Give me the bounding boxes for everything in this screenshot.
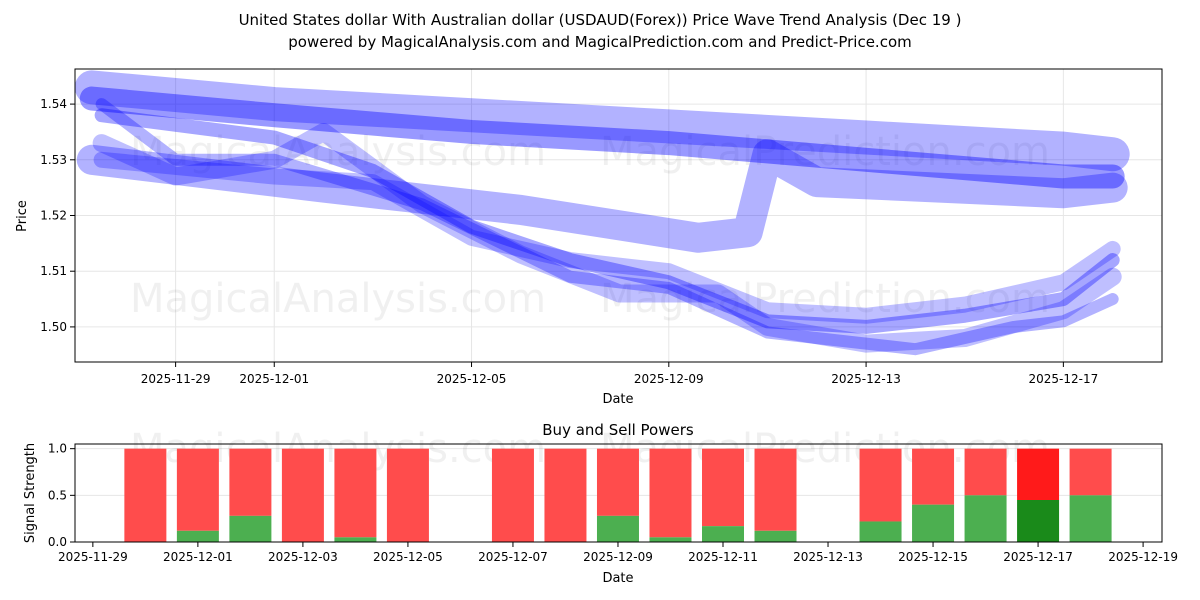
x-tick-label: 2025-12-05 — [373, 550, 443, 564]
buy-bar — [1017, 500, 1060, 542]
plot-frame — [74, 443, 1163, 543]
watermark: MagicalAnalysis.com — [130, 276, 546, 322]
sell-bar — [491, 448, 534, 542]
sell-bar — [176, 448, 219, 531]
chart-subtitle: powered by MagicalAnalysis.com and Magic… — [288, 33, 912, 51]
sell-bar — [859, 448, 902, 522]
watermark: MagicalPrediction.com — [600, 276, 1050, 322]
y-tick-label: 1.54 — [40, 97, 67, 111]
x-tick-label: 2025-12-11 — [688, 550, 758, 564]
series-line-wave-2 — [79, 86, 1125, 189]
x-tick-label: 2025-11-29 — [58, 550, 128, 564]
sell-bar — [229, 448, 272, 516]
x-tick-label: 2025-12-07 — [478, 550, 548, 564]
buy-bar — [596, 515, 639, 542]
x-tick-label: 2025-12-15 — [898, 550, 968, 564]
y-tick-label: 1.50 — [40, 320, 67, 334]
watermark: MagicalAnalysis.com — [130, 129, 546, 175]
series-group — [75, 70, 1130, 356]
x-tick-label: 2025-12-01 — [239, 372, 309, 386]
buy-bar — [1069, 495, 1112, 542]
sell-bar — [649, 448, 692, 538]
sell-bar — [1017, 448, 1060, 500]
x-tick-label: 2025-12-19 — [1108, 550, 1178, 564]
sell-bar — [124, 448, 167, 542]
x-tick-label: 2025-12-13 — [831, 372, 901, 386]
sell-bar — [701, 448, 744, 527]
series-line-wave-5 — [92, 122, 1122, 353]
y-tick-label: 0.5 — [48, 488, 67, 502]
y-tick-label: 1.52 — [40, 209, 67, 223]
signal-x-label: Date — [602, 571, 633, 586]
sell-bar — [281, 448, 324, 542]
x-tick-label: 2025-12-09 — [634, 372, 704, 386]
buy-bar — [859, 521, 902, 542]
buy-bar — [334, 537, 377, 542]
series-line-wave-7 — [95, 98, 1119, 356]
x-tick-label: 2025-11-29 — [141, 372, 211, 386]
x-tick-label: 2025-12-17 — [1028, 372, 1098, 386]
sell-bar — [334, 448, 377, 538]
sell-bar — [544, 448, 587, 542]
buy-bar — [176, 530, 219, 542]
buy-bar — [229, 515, 272, 542]
sell-bar — [912, 448, 955, 505]
series-line-wave-1 — [75, 70, 1130, 172]
price-x-label: Date — [602, 392, 633, 407]
signal-plot: 0.0 0.5 1.0 2025-11-29 2025-12-01 2025-12-03 2… — [48, 426, 1178, 564]
x-tick-label: 2025-12-13 — [793, 550, 863, 564]
series-line-wave-4 — [94, 108, 1120, 334]
sell-bar — [386, 448, 429, 542]
signal-title: Buy and Sell Powers — [542, 421, 694, 439]
plot-frame — [74, 68, 1163, 363]
chart-title: United States dollar With Australian dol… — [239, 11, 962, 29]
y-tick-label: 1.53 — [40, 153, 67, 167]
x-tick-label: 2025-12-01 — [163, 550, 233, 564]
sell-bar — [596, 448, 639, 516]
series-line-wave-3 — [76, 139, 1128, 253]
sell-bar — [964, 448, 1007, 496]
buy-bar — [912, 504, 955, 542]
x-tick-label: 2025-12-17 — [1003, 550, 1073, 564]
price-y-label: Price — [15, 200, 30, 232]
y-tick-label: 1.51 — [40, 264, 67, 278]
buy-bar — [649, 537, 692, 542]
x-tick-label: 2025-12-09 — [583, 550, 653, 564]
price-plot: 2025-11-29 2025-12-01 2025-12-05 2025-12-09… — [40, 68, 1163, 386]
signal-y-label: Signal Strength — [23, 443, 38, 543]
y-tick-label: 0.0 — [48, 535, 67, 549]
buy-bar — [964, 495, 1007, 542]
watermark: MagicalPrediction.com — [600, 129, 1050, 175]
sell-bar — [1069, 448, 1112, 496]
y-tick-label: 1.0 — [48, 442, 67, 456]
x-tick-label: 2025-12-05 — [437, 372, 507, 386]
buy-bar — [754, 530, 797, 542]
series-line-wave-6 — [93, 151, 1121, 324]
buy-bar — [701, 526, 744, 542]
sell-bar — [754, 448, 797, 531]
x-tick-label: 2025-12-03 — [268, 550, 338, 564]
